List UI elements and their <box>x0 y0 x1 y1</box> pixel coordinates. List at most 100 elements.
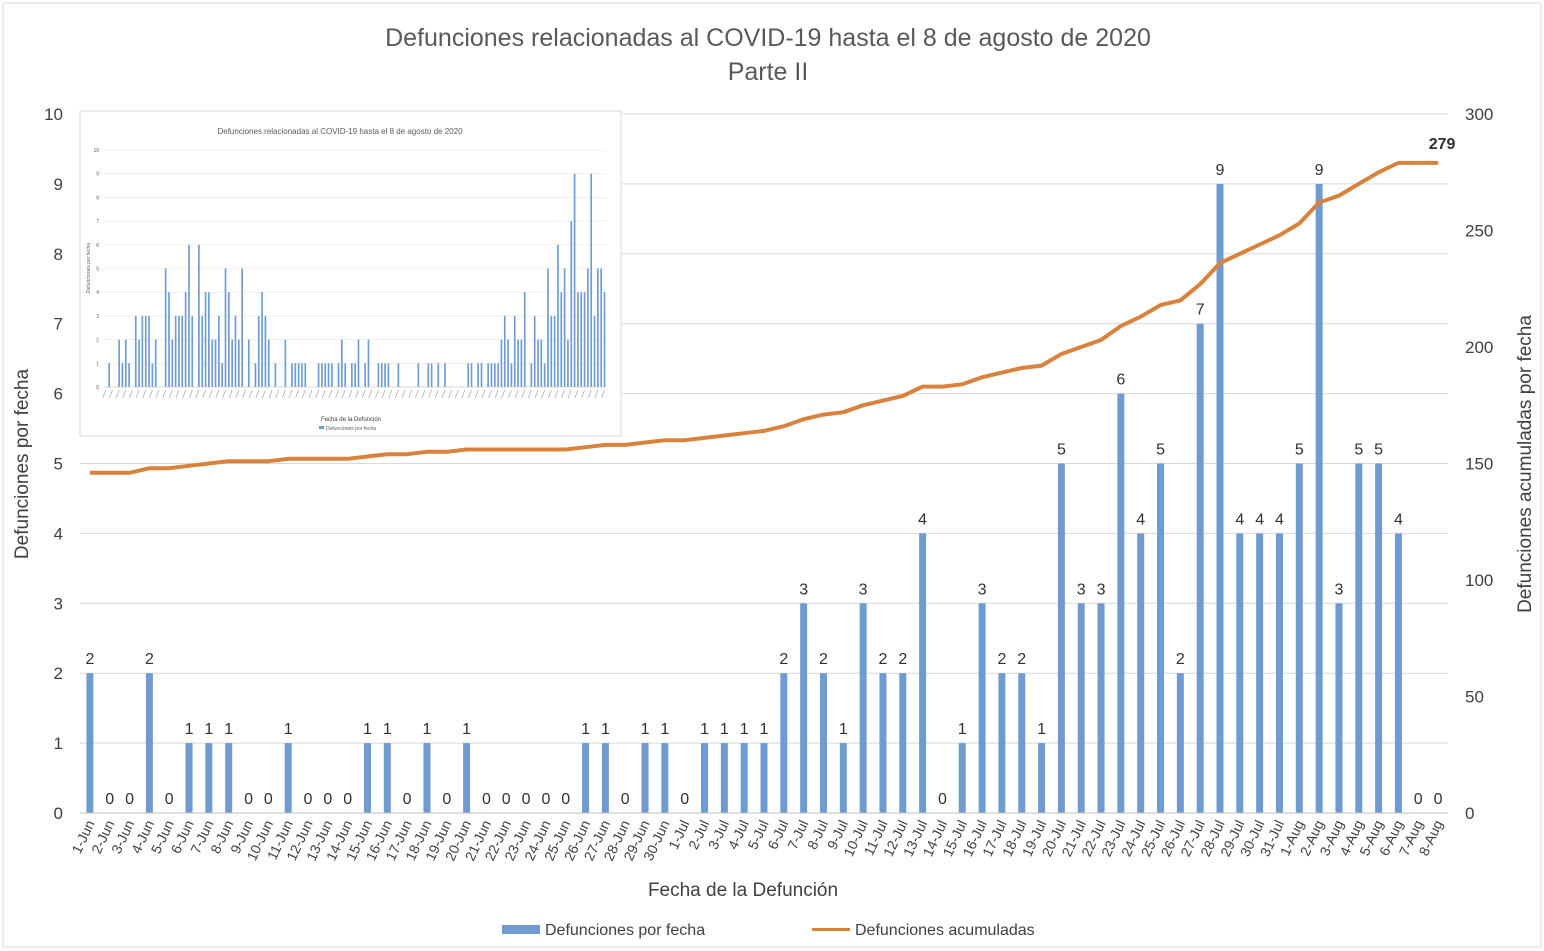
inset-y-tick-label: 4 <box>96 290 99 296</box>
inset-bar <box>181 315 184 387</box>
inset-x-tick-mark <box>514 389 519 399</box>
inset-bar <box>237 339 240 387</box>
bar-value-label: 0 <box>105 791 114 808</box>
inset-bar <box>510 363 513 387</box>
inset-x-tick-mark <box>381 389 386 399</box>
inset-bar <box>254 363 257 387</box>
inset-bar <box>351 363 353 387</box>
bar <box>1196 323 1204 813</box>
inset-bar <box>317 363 320 387</box>
inset-bar <box>301 363 303 387</box>
inset-y-tick-label: 2 <box>96 338 99 344</box>
inset-x-tick-mark <box>341 389 346 399</box>
bar-value-label: 3 <box>978 581 987 598</box>
inset-title: Defunciones relacionadas al COVID-19 has… <box>217 127 463 136</box>
cumulative-end-label: 279 <box>1429 136 1456 153</box>
inset-x-tick-mark <box>302 389 306 399</box>
inset-bar <box>211 339 214 387</box>
inset-bar <box>557 244 559 387</box>
inset-x-tick-mark <box>129 389 133 399</box>
inset-bar <box>264 315 267 387</box>
inset-bar <box>344 363 347 387</box>
bar-value-label: 0 <box>680 791 689 808</box>
inset-x-tick-mark <box>434 389 439 399</box>
inset-bar <box>490 363 493 387</box>
bar-value-label: 0 <box>403 791 412 808</box>
inset-bar <box>367 339 370 387</box>
bar-value-label: 4 <box>1275 511 1284 528</box>
inset-x-tick-mark <box>375 389 379 399</box>
bar <box>1176 673 1184 813</box>
bar-value-label: 0 <box>125 791 134 808</box>
bar <box>582 743 590 813</box>
inset-x-tick-mark <box>454 389 459 399</box>
y-axis-left-label: Defunciones por fecha <box>12 369 33 560</box>
bar-value-label: 1 <box>839 721 848 738</box>
bar-value-label: 1 <box>760 721 769 738</box>
inset-x-tick-mark <box>415 389 419 399</box>
bar <box>740 743 748 813</box>
inset-bar <box>487 363 489 387</box>
y-left-tick-label: 1 <box>54 734 63 753</box>
inset-bar <box>444 363 446 387</box>
bar-value-label: 5 <box>1354 442 1363 459</box>
bar <box>1236 533 1244 813</box>
inset-x-tick-mark <box>521 389 525 399</box>
bar-value-label: 4 <box>1255 511 1264 528</box>
bar-value-label: 0 <box>938 791 947 808</box>
inset-bar <box>171 339 174 387</box>
bar <box>1315 183 1323 813</box>
bar <box>383 743 391 813</box>
inset-x-tick-mark <box>162 389 166 399</box>
inset-x-tick-mark <box>155 389 160 399</box>
bar <box>1018 673 1026 813</box>
bar <box>601 743 609 813</box>
inset-x-tick-mark <box>202 389 206 399</box>
inset-y-tick-label: 8 <box>96 195 99 201</box>
inset-x-tick-mark <box>548 389 552 399</box>
bar-value-label: 0 <box>323 791 332 808</box>
bar <box>978 603 986 813</box>
inset-x-tick-mark <box>169 389 173 399</box>
bar-value-label: 5 <box>1156 442 1165 459</box>
inset-bar <box>297 363 300 387</box>
inset-bar <box>341 339 343 387</box>
inset-bar <box>148 315 150 387</box>
inset-bar <box>108 363 110 387</box>
inset-bar <box>267 339 270 387</box>
x-axis-label: Fecha de la Defunción <box>648 880 838 901</box>
bar-value-label: 1 <box>363 721 372 738</box>
bar <box>879 673 887 813</box>
bar <box>1216 183 1224 813</box>
inset-x-tick-mark <box>248 389 253 399</box>
bar <box>284 743 292 813</box>
inset-bar <box>430 363 433 387</box>
inset-x-tick-mark <box>109 389 113 399</box>
bar-value-label: 5 <box>1057 442 1066 459</box>
inset-bar <box>164 268 167 387</box>
bar-value-label: 3 <box>799 581 808 598</box>
inset-bar <box>470 363 473 387</box>
bar-series <box>86 183 1402 813</box>
inset-bar <box>324 363 327 387</box>
bar-value-label: 2 <box>879 651 888 668</box>
inset-bar <box>497 363 499 387</box>
y-left-tick-label: 5 <box>54 455 63 474</box>
inset-bar <box>387 363 390 387</box>
inset-x-tick-mark <box>228 389 233 399</box>
inset-bar <box>134 315 137 387</box>
inset-bar <box>397 363 400 387</box>
inset-x-tick-mark <box>122 389 127 399</box>
inset-bar <box>144 315 147 387</box>
inset-bar <box>500 339 503 387</box>
y-left-tick-label: 9 <box>54 175 63 194</box>
bar-value-label: 1 <box>204 721 213 738</box>
cumulative-line <box>89 160 1439 475</box>
inset-bar <box>553 315 556 387</box>
inset-x-tick-mark <box>149 389 153 399</box>
y-left-tick-label: 6 <box>54 385 63 404</box>
inset-bar <box>380 363 383 387</box>
bar <box>661 743 669 813</box>
inset-bar <box>384 363 386 387</box>
